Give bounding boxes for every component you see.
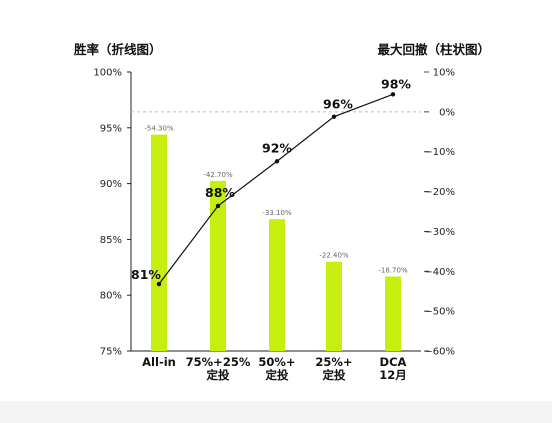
right-tick-label: 10% <box>433 68 455 79</box>
chart-plot: 100% 95% 90% 85% 80% 75% 10% 0% −10% −20% −30% −40%… <box>93 68 455 383</box>
right-tick-label: 0% <box>439 107 455 118</box>
left-tick-label: 75% <box>100 347 122 358</box>
bar-value-label: -22.40% <box>319 252 349 260</box>
win-rate-label: 88% <box>205 185 235 200</box>
category-label: 定投 <box>266 368 289 382</box>
win-rate-point <box>215 203 221 209</box>
win-rate-point <box>156 281 162 287</box>
bar-value-label: -42.70% <box>203 171 233 179</box>
left-tick-label: 80% <box>100 291 122 302</box>
right-tick-label: −60% <box>424 347 455 358</box>
right-tick-label: −30% <box>424 227 455 238</box>
category-label: 25%+ <box>315 355 352 369</box>
category-label: All-in <box>142 355 176 369</box>
win-rate-point <box>331 114 337 119</box>
right-tick-label: −20% <box>424 187 455 198</box>
win-rate-label: 92% <box>262 140 292 155</box>
drawdown-bar <box>385 276 401 351</box>
category-label: 定投 <box>323 368 346 382</box>
drawdown-bar <box>269 219 285 351</box>
category-label: 定投 <box>207 368 230 382</box>
bar-value-label: -18.70% <box>378 266 408 274</box>
category-label: 12月 <box>379 368 407 382</box>
right-tick-label: −50% <box>424 307 455 318</box>
category-label: 75%+25% <box>186 355 251 369</box>
drawdown-bar <box>151 134 167 351</box>
left-tick-label: 95% <box>100 123 122 134</box>
category-label: 50%+ <box>258 355 295 369</box>
left-tick-label: 100% <box>93 68 122 79</box>
chart-card: 胜率（折线图） 最大回撤（柱状图） 100% 95% 90% 85% 80% 75% 10%… <box>0 0 552 401</box>
win-rate-label: 96% <box>323 97 353 112</box>
bar-value-label: -33.10% <box>262 209 292 217</box>
right-axis-title: 最大回撤（柱状图） <box>377 42 490 57</box>
left-tick-label: 85% <box>100 235 122 246</box>
drawdown-bar <box>326 261 342 351</box>
bar-value-label: -54.30% <box>144 125 174 133</box>
category-label: DCA <box>380 355 407 369</box>
win-rate-label: 81% <box>131 267 161 282</box>
right-tick-label: −10% <box>424 147 455 158</box>
left-tick-label: 90% <box>100 179 122 190</box>
drawdown-bar <box>210 180 226 351</box>
left-axis-title: 胜率（折线图） <box>74 42 162 57</box>
win-rate-label: 98% <box>381 76 411 91</box>
win-rate-point <box>274 159 280 164</box>
win-rate-point <box>390 92 396 97</box>
right-tick-label: −40% <box>424 267 455 278</box>
